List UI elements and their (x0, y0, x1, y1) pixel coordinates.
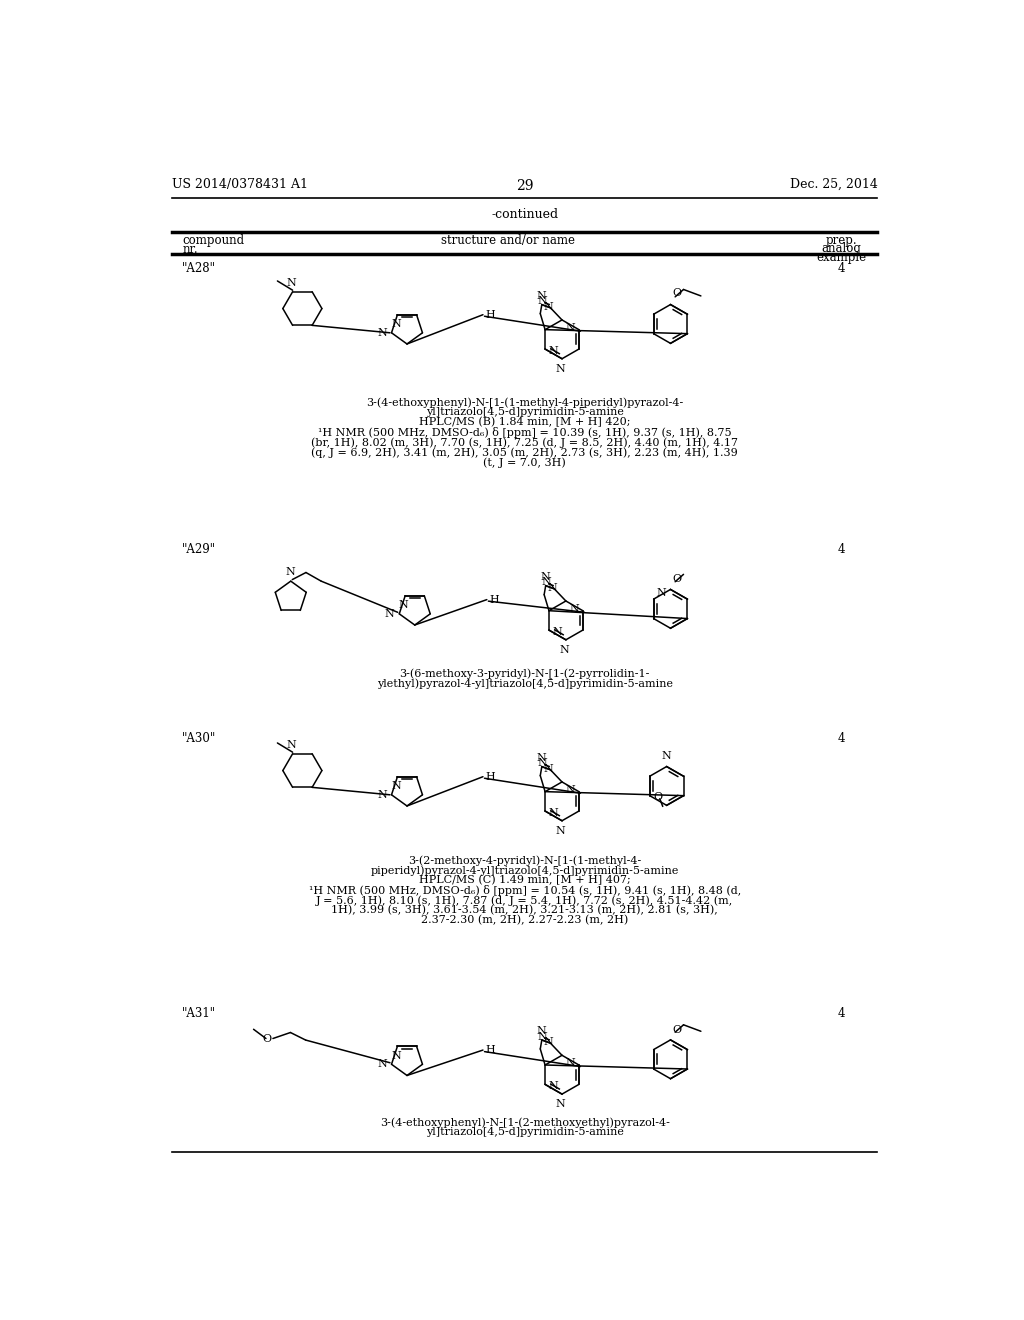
Text: "A31": "A31" (182, 1007, 216, 1020)
Text: O: O (672, 288, 681, 298)
Text: N: N (377, 327, 387, 338)
Text: N: N (656, 587, 667, 598)
Text: N: N (391, 1051, 400, 1061)
Text: 2.37-2.30 (m, 2H), 2.27-2.23 (m, 2H): 2.37-2.30 (m, 2H), 2.27-2.23 (m, 2H) (421, 915, 629, 925)
Text: N: N (538, 296, 547, 306)
Text: 3-(4-ethoxyphenyl)-N-[1-(1-methyl-4-piperidyl)pyrazol-4-: 3-(4-ethoxyphenyl)-N-[1-(1-methyl-4-pipe… (367, 397, 683, 408)
Text: N: N (391, 781, 400, 791)
Text: N: N (548, 346, 558, 355)
Text: N: N (537, 752, 547, 763)
Text: O: O (653, 792, 663, 803)
Text: "A28": "A28" (182, 263, 216, 276)
Text: 1H), 3.99 (s, 3H), 3.61-3.54 (m, 2H), 3.21-3.13 (m, 2H), 2.81 (s, 3H),: 1H), 3.99 (s, 3H), 3.61-3.54 (m, 2H), 3.… (332, 906, 718, 916)
Text: "A30": "A30" (182, 733, 216, 744)
Text: "A29": "A29" (182, 544, 216, 557)
Text: HPLC/MS (C) 1.49 min, [M + H] 407;: HPLC/MS (C) 1.49 min, [M + H] 407; (419, 875, 631, 886)
Text: N: N (565, 323, 575, 333)
Text: N: N (286, 568, 296, 577)
Text: 4: 4 (838, 1007, 845, 1020)
Text: 4: 4 (838, 544, 845, 557)
Text: analog: analog (821, 243, 861, 255)
Text: N: N (556, 364, 565, 374)
Text: N: N (538, 1032, 547, 1041)
Text: N: N (377, 1059, 387, 1069)
Text: N: N (547, 583, 557, 593)
Text: N: N (548, 808, 558, 817)
Text: H: H (489, 595, 499, 605)
Text: N: N (542, 577, 551, 587)
Text: N: N (286, 279, 296, 288)
Text: 4: 4 (838, 263, 845, 276)
Text: N: N (398, 601, 409, 610)
Text: N: N (552, 627, 562, 636)
Text: O: O (672, 574, 681, 583)
Text: US 2014/0378431 A1: US 2014/0378431 A1 (172, 178, 308, 190)
Text: example: example (816, 251, 866, 264)
Text: N: N (541, 572, 551, 582)
Text: N: N (556, 1100, 565, 1110)
Text: yl]triazolo[4,5-d]pyrimidin-5-amine: yl]triazolo[4,5-d]pyrimidin-5-amine (426, 407, 624, 417)
Text: N: N (556, 826, 565, 836)
Text: (q, J = 6.9, 2H), 3.41 (m, 2H), 3.05 (m, 2H), 2.73 (s, 3H), 2.23 (m, 4H), 1.39: (q, J = 6.9, 2H), 3.41 (m, 2H), 3.05 (m,… (311, 447, 738, 458)
Text: H: H (485, 1045, 495, 1056)
Text: ¹H NMR (500 MHz, DMSO-d₆) δ [ppm] = 10.54 (s, 1H), 9.41 (s, 1H), 8.48 (d,: ¹H NMR (500 MHz, DMSO-d₆) δ [ppm] = 10.5… (308, 886, 741, 896)
Text: prep.: prep. (825, 234, 857, 247)
Text: N: N (544, 302, 553, 312)
Text: N: N (565, 785, 575, 795)
Text: (br, 1H), 8.02 (m, 3H), 7.70 (s, 1H), 7.25 (d, J = 8.5, 2H), 4.40 (m, 1H), 4.17: (br, 1H), 8.02 (m, 3H), 7.70 (s, 1H), 7.… (311, 437, 738, 447)
Text: N: N (544, 1038, 553, 1047)
Text: N: N (286, 741, 296, 750)
Text: 29: 29 (516, 180, 534, 193)
Text: N: N (565, 1059, 575, 1068)
Text: (t, J = 7.0, 3H): (t, J = 7.0, 3H) (483, 457, 566, 467)
Text: H: H (485, 772, 495, 781)
Text: yl]triazolo[4,5-d]pyrimidin-5-amine: yl]triazolo[4,5-d]pyrimidin-5-amine (426, 1127, 624, 1137)
Text: O: O (672, 1024, 681, 1035)
Text: 3-(4-ethoxyphenyl)-N-[1-(2-methoxyethyl)pyrazol-4-: 3-(4-ethoxyphenyl)-N-[1-(2-methoxyethyl)… (380, 1117, 670, 1127)
Text: ylethyl)pyrazol-4-yl]triazolo[4,5-d]pyrimidin-5-amine: ylethyl)pyrazol-4-yl]triazolo[4,5-d]pyri… (377, 678, 673, 689)
Text: H: H (485, 310, 495, 319)
Text: N: N (385, 609, 394, 619)
Text: N: N (559, 645, 569, 655)
Text: N: N (662, 751, 672, 762)
Text: 3-(2-methoxy-4-pyridyl)-N-[1-(1-methyl-4-: 3-(2-methoxy-4-pyridyl)-N-[1-(1-methyl-4… (409, 855, 641, 866)
Text: N: N (569, 605, 579, 614)
Text: N: N (391, 319, 400, 329)
Text: N: N (537, 290, 547, 301)
Text: N: N (548, 1081, 558, 1090)
Text: 3-(6-methoxy-3-pyridyl)-N-[1-(2-pyrrolidin-1-: 3-(6-methoxy-3-pyridyl)-N-[1-(2-pyrrolid… (399, 668, 650, 678)
Text: structure and/or name: structure and/or name (440, 234, 574, 247)
Text: N: N (544, 764, 553, 774)
Text: O: O (262, 1034, 271, 1044)
Text: piperidyl)pyrazol-4-yl]triazolo[4,5-d]pyrimidin-5-amine: piperidyl)pyrazol-4-yl]triazolo[4,5-d]py… (371, 866, 679, 876)
Text: -continued: -continued (492, 209, 558, 222)
Text: nr.: nr. (182, 243, 198, 256)
Text: N: N (538, 758, 547, 768)
Text: ¹H NMR (500 MHz, DMSO-d₆) δ [ppm] = 10.39 (s, 1H), 9.37 (s, 1H), 8.75: ¹H NMR (500 MHz, DMSO-d₆) δ [ppm] = 10.3… (318, 428, 731, 438)
Text: 4: 4 (838, 733, 845, 744)
Text: HPLC/MS (B) 1.84 min, [M + H] 420;: HPLC/MS (B) 1.84 min, [M + H] 420; (419, 417, 631, 428)
Text: J = 5.6, 1H), 8.10 (s, 1H), 7.87 (d, J = 5.4, 1H), 7.72 (s, 2H), 4.51-4.42 (m,: J = 5.6, 1H), 8.10 (s, 1H), 7.87 (d, J =… (316, 895, 733, 906)
Text: N: N (537, 1026, 547, 1036)
Text: Dec. 25, 2014: Dec. 25, 2014 (790, 178, 878, 190)
Text: N: N (377, 789, 387, 800)
Text: compound: compound (182, 234, 245, 247)
